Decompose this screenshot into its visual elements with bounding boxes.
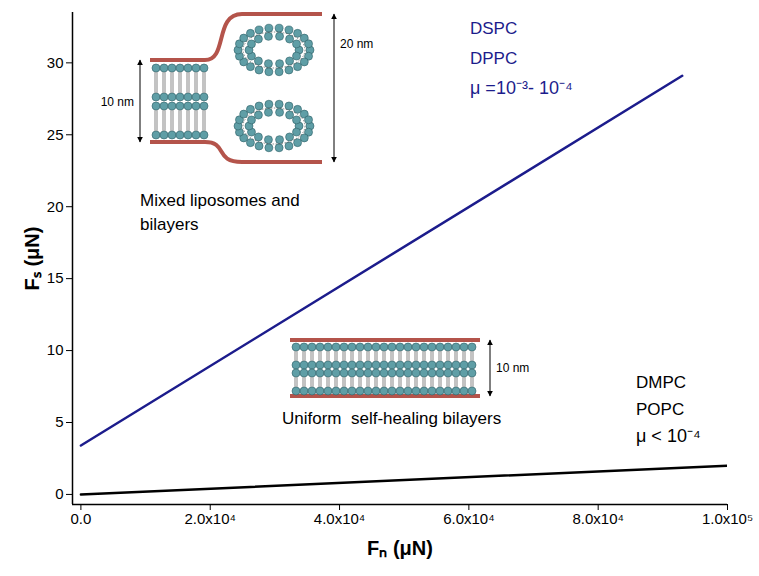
- svg-text:20 nm: 20 nm: [340, 37, 373, 51]
- svg-text:10: 10: [47, 341, 64, 358]
- svg-text:8.0x10⁴: 8.0x10⁴: [572, 510, 623, 527]
- svg-text:Fₙ (μN): Fₙ (μN): [367, 537, 433, 559]
- svg-text:4.0x10⁴: 4.0x10⁴: [314, 510, 365, 527]
- svg-text:20: 20: [47, 198, 64, 215]
- svg-text:30: 30: [47, 54, 64, 71]
- svg-text:0: 0: [55, 485, 63, 502]
- svg-text:0.0: 0.0: [70, 510, 91, 527]
- svg-text:Uniform self-healing bilayers: Uniform self-healing bilayers: [282, 409, 501, 428]
- svg-text:DSPC: DSPC: [470, 19, 517, 38]
- svg-text:6.0x10⁴: 6.0x10⁴: [443, 510, 494, 527]
- svg-text:Mixed liposomes and: Mixed liposomes and: [140, 191, 300, 210]
- svg-text:DPPC: DPPC: [470, 49, 517, 68]
- svg-text:25: 25: [47, 126, 64, 143]
- svg-text:DMPC: DMPC: [636, 373, 686, 392]
- svg-text:Fₛ (μN): Fₛ (μN): [21, 227, 43, 291]
- svg-text:μ < 10⁻⁴: μ < 10⁻⁴: [636, 426, 701, 446]
- svg-text:2.0x10⁴: 2.0x10⁴: [184, 510, 235, 527]
- svg-text:5: 5: [55, 413, 63, 430]
- svg-text:15: 15: [47, 269, 64, 286]
- svg-text:POPC: POPC: [636, 400, 684, 419]
- svg-text:μ =10⁻³- 10⁻⁴: μ =10⁻³- 10⁻⁴: [470, 78, 573, 98]
- svg-text:10 nm: 10 nm: [496, 361, 529, 375]
- svg-text:10 nm: 10 nm: [101, 95, 134, 109]
- svg-text:1.0x10⁵: 1.0x10⁵: [702, 510, 753, 527]
- svg-text:bilayers: bilayers: [140, 215, 199, 234]
